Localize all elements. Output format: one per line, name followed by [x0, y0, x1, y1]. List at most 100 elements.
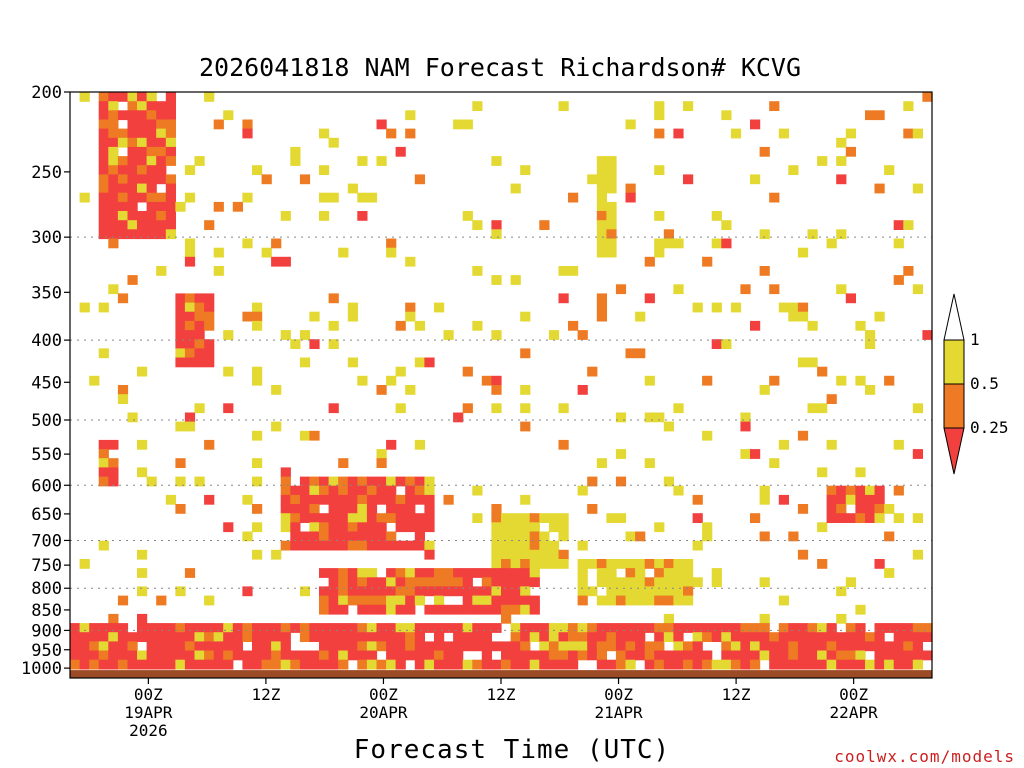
ri-cell: [271, 623, 282, 633]
ri-cell: [386, 485, 397, 496]
ri-cell: [137, 229, 148, 240]
ri-cell: [424, 623, 435, 633]
y-tick-label: 850: [31, 601, 62, 621]
ri-cell: [903, 220, 914, 230]
ri-cell: [165, 220, 176, 230]
ri-cell: [663, 238, 674, 249]
ri-cell: [70, 632, 81, 642]
ri-cell: [405, 311, 416, 322]
ri-cell: [252, 165, 263, 175]
ri-cell: [204, 357, 215, 368]
ri-cell: [319, 650, 330, 661]
ri-cell: [778, 659, 789, 670]
ri-cell: [424, 650, 435, 661]
ri-cell: [520, 311, 531, 322]
ri-cell: [817, 659, 828, 670]
ri-cell: [501, 540, 512, 551]
ri-cell: [309, 430, 320, 441]
ri-cell: [520, 549, 531, 560]
ri-cell: [232, 641, 243, 652]
ri-cell: [472, 101, 483, 111]
ri-cell: [481, 641, 492, 652]
ri-cell: [817, 522, 828, 533]
ri-cell: [453, 577, 464, 588]
ri-cell: [865, 641, 876, 652]
ri-cell: [817, 641, 828, 652]
credit-text[interactable]: coolwx.com/models: [834, 747, 1015, 766]
ri-cell: [366, 586, 378, 597]
ri-cell: [175, 476, 186, 487]
ri-cell: [491, 659, 502, 670]
ri-cell: [242, 119, 253, 130]
ri-cell: [98, 146, 109, 157]
ri-cell: [137, 183, 148, 194]
ri-cell: [319, 494, 330, 505]
ri-cell: [893, 485, 904, 496]
ri-cell: [98, 302, 109, 313]
ri-cell: [108, 229, 119, 240]
ri-cell: [807, 632, 818, 642]
colorbar-label: 0.25: [970, 418, 1009, 437]
ri-cell: [759, 641, 770, 652]
ri-cell: [673, 632, 684, 642]
ri-cell: [213, 119, 224, 130]
ri-cell: [788, 641, 799, 652]
ri-cell: [912, 641, 923, 652]
ri-cell: [137, 192, 148, 203]
ri-cell: [108, 211, 119, 221]
ri-cell: [635, 641, 646, 652]
ri-cell: [759, 531, 770, 542]
ri-cell: [501, 613, 512, 624]
ri-cell: [79, 302, 90, 313]
ri-cell: [596, 229, 607, 240]
ri-cell: [271, 659, 282, 670]
ri-cell: [539, 220, 550, 230]
ri-cell: [271, 650, 282, 661]
ri-cell: [290, 146, 301, 157]
ri-cell: [386, 604, 397, 615]
ri-cell: [750, 623, 761, 633]
ri-cell: [903, 101, 914, 111]
ri-cell: [252, 632, 263, 642]
ri-cell: [395, 540, 406, 551]
ri-cell: [845, 632, 856, 642]
ri-cell: [137, 165, 148, 175]
ri-cell: [70, 650, 81, 661]
ri-cell: [405, 128, 416, 139]
ri-cell: [558, 293, 569, 304]
ri-cell: [539, 549, 550, 560]
ri-cell: [338, 641, 349, 652]
ri-cell: [606, 174, 617, 185]
ri-cell: [347, 586, 358, 597]
ri-cell: [165, 156, 176, 166]
ri-cell: [807, 650, 818, 661]
ri-cell: [184, 247, 196, 258]
ri-cell: [596, 192, 607, 203]
ri-cell: [108, 201, 119, 212]
ri-cell: [98, 92, 109, 102]
ri-cell: [347, 311, 358, 322]
ri-cell: [434, 595, 445, 606]
ri-cell: [606, 577, 617, 588]
ri-cell: [117, 192, 129, 203]
ri-cell: [290, 485, 301, 496]
ri-cell: [347, 531, 358, 542]
ri-cell: [347, 494, 358, 505]
ri-cell: [663, 613, 674, 624]
ri-cell: [328, 494, 339, 505]
ri-cell: [357, 522, 368, 533]
ri-cell: [539, 641, 550, 652]
ri-cell: [252, 659, 263, 670]
ri-cell: [328, 476, 339, 487]
ri-cell: [137, 92, 148, 102]
ri-cell: [357, 156, 368, 166]
ri-cell: [520, 586, 531, 597]
ri-cell: [807, 623, 818, 633]
ri-cell: [395, 403, 406, 414]
ri-cell: [204, 220, 215, 230]
ri-cell: [424, 485, 435, 496]
ri-cell: [280, 494, 291, 505]
ri-cell: [376, 119, 387, 130]
ri-cell: [146, 220, 157, 230]
ri-cell: [357, 650, 368, 661]
